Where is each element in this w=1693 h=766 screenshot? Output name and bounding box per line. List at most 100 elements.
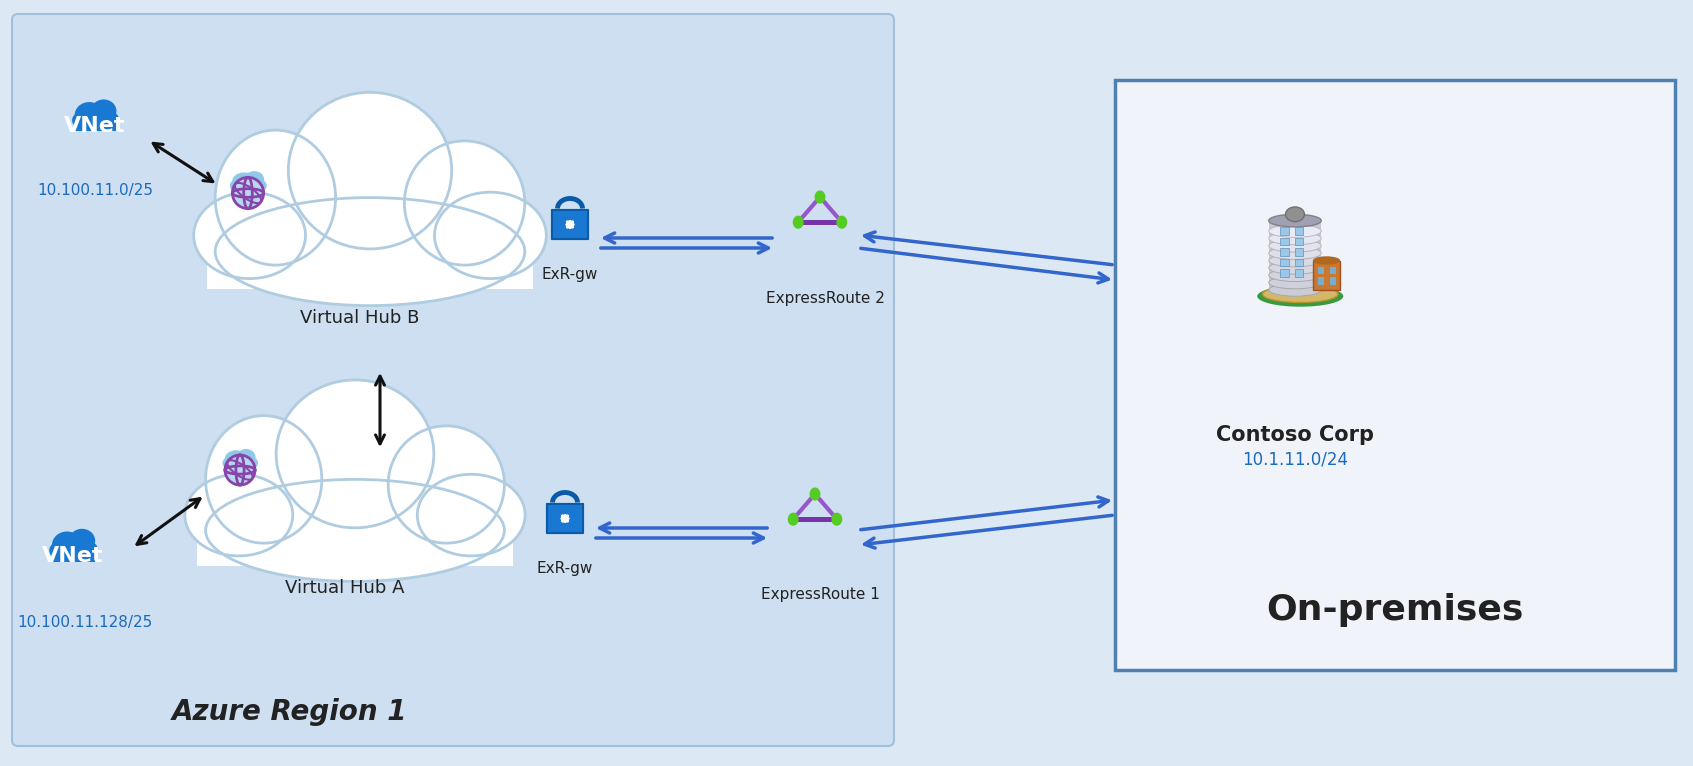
Text: 10.100.11.128/25: 10.100.11.128/25 <box>17 616 152 630</box>
FancyBboxPatch shape <box>1295 238 1304 245</box>
Ellipse shape <box>205 416 322 543</box>
Ellipse shape <box>1268 240 1321 252</box>
FancyBboxPatch shape <box>552 210 587 239</box>
FancyBboxPatch shape <box>1280 259 1288 267</box>
Ellipse shape <box>74 102 103 128</box>
Text: Azure Region 1: Azure Region 1 <box>173 698 408 726</box>
Circle shape <box>262 192 266 195</box>
FancyBboxPatch shape <box>797 220 841 224</box>
Ellipse shape <box>69 529 95 553</box>
FancyBboxPatch shape <box>1329 277 1336 285</box>
Ellipse shape <box>1268 277 1321 289</box>
Ellipse shape <box>52 532 81 558</box>
FancyBboxPatch shape <box>1329 267 1336 274</box>
Ellipse shape <box>80 542 98 559</box>
Ellipse shape <box>215 198 525 306</box>
Text: Virtual Hub B: Virtual Hub B <box>300 309 420 327</box>
Text: ExpressRoute 1: ExpressRoute 1 <box>760 588 879 603</box>
FancyBboxPatch shape <box>1116 80 1674 670</box>
Circle shape <box>239 483 242 486</box>
Ellipse shape <box>809 487 821 500</box>
Text: 10.100.11.0/25: 10.100.11.0/25 <box>37 182 152 198</box>
FancyBboxPatch shape <box>1280 228 1288 234</box>
FancyBboxPatch shape <box>1280 238 1288 245</box>
FancyBboxPatch shape <box>1319 277 1324 285</box>
FancyBboxPatch shape <box>207 230 533 290</box>
Circle shape <box>247 207 249 210</box>
Text: Contoso Corp: Contoso Corp <box>1216 425 1375 445</box>
Ellipse shape <box>1268 224 1321 237</box>
FancyBboxPatch shape <box>1295 248 1304 256</box>
FancyBboxPatch shape <box>792 517 836 522</box>
FancyBboxPatch shape <box>12 14 894 746</box>
Circle shape <box>223 469 227 472</box>
FancyBboxPatch shape <box>1295 259 1304 267</box>
Text: ExpressRoute 2: ExpressRoute 2 <box>765 290 884 306</box>
Ellipse shape <box>814 191 826 204</box>
Ellipse shape <box>232 453 251 469</box>
Ellipse shape <box>237 449 256 465</box>
Ellipse shape <box>240 176 259 192</box>
Text: 10.1.11.0/24: 10.1.11.0/24 <box>1243 451 1348 469</box>
FancyBboxPatch shape <box>1319 267 1324 274</box>
Ellipse shape <box>388 426 505 543</box>
Ellipse shape <box>91 100 117 123</box>
Circle shape <box>225 455 256 485</box>
Ellipse shape <box>1263 286 1337 303</box>
FancyBboxPatch shape <box>51 551 95 561</box>
Ellipse shape <box>49 542 71 559</box>
Ellipse shape <box>244 171 264 188</box>
Ellipse shape <box>230 179 245 192</box>
Circle shape <box>230 192 234 195</box>
Ellipse shape <box>435 192 547 279</box>
Ellipse shape <box>1268 283 1321 296</box>
Ellipse shape <box>102 112 120 129</box>
Ellipse shape <box>232 172 256 191</box>
Ellipse shape <box>1268 214 1321 227</box>
Ellipse shape <box>215 130 335 265</box>
Ellipse shape <box>787 512 799 525</box>
Polygon shape <box>1268 221 1321 290</box>
Text: Virtual Hub A: Virtual Hub A <box>284 579 405 597</box>
Ellipse shape <box>836 216 846 229</box>
Ellipse shape <box>416 474 525 556</box>
Ellipse shape <box>244 457 257 470</box>
Ellipse shape <box>1312 257 1341 265</box>
Circle shape <box>247 176 249 179</box>
Ellipse shape <box>288 92 452 249</box>
Ellipse shape <box>185 474 293 556</box>
FancyBboxPatch shape <box>1312 260 1341 290</box>
Ellipse shape <box>1258 286 1343 306</box>
Text: VNet: VNet <box>64 116 125 136</box>
FancyBboxPatch shape <box>1280 270 1288 277</box>
Ellipse shape <box>1268 247 1321 260</box>
Circle shape <box>232 178 264 208</box>
Circle shape <box>254 469 257 472</box>
Text: VNet: VNet <box>42 546 103 566</box>
FancyBboxPatch shape <box>1295 228 1304 234</box>
Ellipse shape <box>1268 232 1321 245</box>
FancyBboxPatch shape <box>1280 248 1288 256</box>
Ellipse shape <box>1268 261 1321 274</box>
FancyBboxPatch shape <box>547 504 582 533</box>
Circle shape <box>239 453 242 457</box>
Ellipse shape <box>193 192 305 279</box>
Text: ExR-gw: ExR-gw <box>542 267 598 281</box>
Ellipse shape <box>792 216 804 229</box>
Ellipse shape <box>252 179 267 192</box>
Text: On-premises: On-premises <box>1266 593 1524 627</box>
FancyBboxPatch shape <box>74 121 115 131</box>
Text: ExR-gw: ExR-gw <box>537 561 593 575</box>
Ellipse shape <box>1268 269 1321 281</box>
Ellipse shape <box>1268 254 1321 267</box>
Ellipse shape <box>225 450 247 468</box>
Ellipse shape <box>405 141 525 265</box>
Ellipse shape <box>85 112 108 130</box>
Ellipse shape <box>63 542 86 561</box>
Ellipse shape <box>1285 207 1304 221</box>
Ellipse shape <box>276 380 433 528</box>
Ellipse shape <box>205 480 505 581</box>
Ellipse shape <box>73 112 93 129</box>
FancyBboxPatch shape <box>198 510 513 566</box>
Ellipse shape <box>222 457 237 470</box>
